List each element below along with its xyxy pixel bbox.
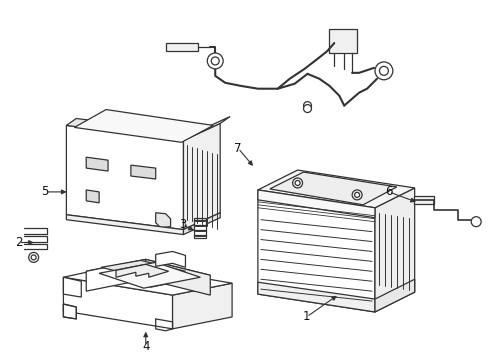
- Polygon shape: [131, 165, 155, 179]
- Circle shape: [351, 190, 361, 200]
- Text: 3: 3: [179, 218, 186, 231]
- Circle shape: [211, 57, 219, 65]
- Polygon shape: [165, 43, 198, 51]
- Polygon shape: [328, 29, 356, 53]
- Circle shape: [29, 252, 39, 262]
- Polygon shape: [66, 118, 193, 140]
- Polygon shape: [116, 264, 168, 277]
- Circle shape: [470, 217, 480, 227]
- Polygon shape: [86, 190, 99, 203]
- Polygon shape: [66, 215, 183, 235]
- Polygon shape: [257, 190, 374, 312]
- Polygon shape: [63, 264, 232, 295]
- Polygon shape: [101, 260, 185, 278]
- Circle shape: [354, 192, 359, 197]
- Polygon shape: [74, 109, 213, 142]
- Text: 2: 2: [15, 236, 22, 249]
- Polygon shape: [413, 196, 433, 204]
- Polygon shape: [257, 282, 374, 312]
- Text: 1: 1: [302, 310, 309, 323]
- Polygon shape: [66, 125, 183, 230]
- Polygon shape: [172, 283, 232, 329]
- Circle shape: [379, 66, 387, 75]
- Polygon shape: [183, 213, 220, 235]
- Polygon shape: [374, 279, 414, 312]
- Circle shape: [374, 62, 392, 80]
- Polygon shape: [63, 277, 172, 329]
- Polygon shape: [194, 218, 206, 238]
- Polygon shape: [86, 157, 108, 171]
- Polygon shape: [99, 262, 200, 288]
- Circle shape: [294, 180, 300, 185]
- Circle shape: [31, 255, 36, 260]
- Polygon shape: [269, 172, 396, 205]
- Polygon shape: [257, 190, 374, 218]
- Circle shape: [292, 178, 302, 188]
- Polygon shape: [145, 260, 210, 295]
- Polygon shape: [86, 260, 145, 291]
- Circle shape: [207, 53, 223, 69]
- Polygon shape: [63, 304, 76, 319]
- Polygon shape: [155, 251, 185, 267]
- Polygon shape: [374, 188, 414, 312]
- Circle shape: [303, 105, 311, 113]
- Polygon shape: [183, 123, 220, 230]
- Text: 4: 4: [142, 340, 149, 353]
- Circle shape: [303, 102, 311, 109]
- Polygon shape: [63, 277, 81, 297]
- Text: 5: 5: [41, 185, 48, 198]
- Polygon shape: [183, 117, 230, 140]
- Text: 7: 7: [234, 142, 241, 155]
- Polygon shape: [86, 260, 210, 287]
- Polygon shape: [257, 170, 414, 208]
- Text: 6: 6: [385, 185, 392, 198]
- Polygon shape: [155, 213, 170, 228]
